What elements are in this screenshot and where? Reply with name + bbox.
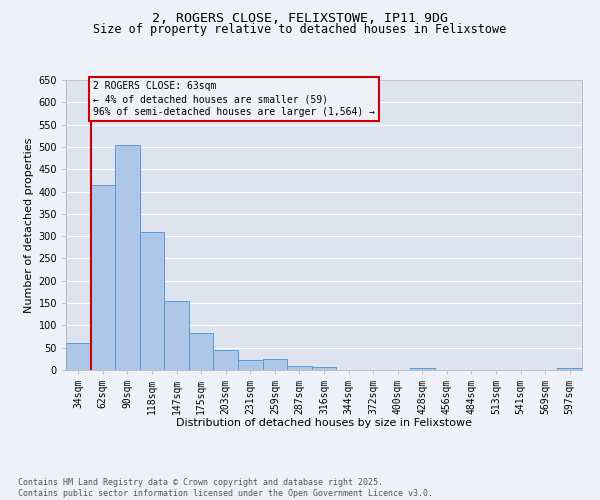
Bar bbox=[164, 301, 189, 370]
Bar bbox=[115, 144, 140, 370]
Bar bbox=[214, 350, 238, 370]
Bar bbox=[66, 343, 91, 370]
Y-axis label: Number of detached properties: Number of detached properties bbox=[24, 138, 34, 312]
Text: Size of property relative to detached houses in Felixstowe: Size of property relative to detached ho… bbox=[94, 24, 506, 36]
Bar bbox=[557, 368, 582, 370]
X-axis label: Distribution of detached houses by size in Felixstowe: Distribution of detached houses by size … bbox=[176, 418, 472, 428]
Bar bbox=[263, 360, 287, 370]
Bar bbox=[189, 334, 214, 370]
Bar bbox=[238, 360, 263, 370]
Bar bbox=[287, 366, 312, 370]
Text: 2, ROGERS CLOSE, FELIXSTOWE, IP11 9DG: 2, ROGERS CLOSE, FELIXSTOWE, IP11 9DG bbox=[152, 12, 448, 26]
Bar bbox=[91, 185, 115, 370]
Text: 2 ROGERS CLOSE: 63sqm
← 4% of detached houses are smaller (59)
96% of semi-detac: 2 ROGERS CLOSE: 63sqm ← 4% of detached h… bbox=[93, 81, 375, 118]
Bar bbox=[140, 232, 164, 370]
Text: Contains HM Land Registry data © Crown copyright and database right 2025.
Contai: Contains HM Land Registry data © Crown c… bbox=[18, 478, 433, 498]
Bar bbox=[312, 367, 336, 370]
Bar bbox=[410, 368, 434, 370]
